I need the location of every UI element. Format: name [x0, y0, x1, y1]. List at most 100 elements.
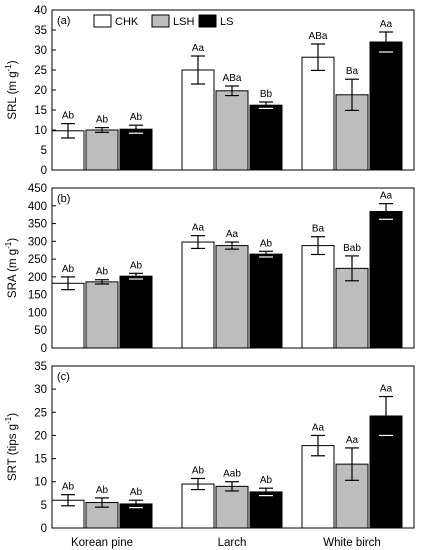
y-tick-label: 30	[34, 45, 47, 57]
panel-label: (a)	[57, 15, 70, 27]
significance-label: Ab	[130, 112, 143, 123]
y-axis-title-sup: -1	[4, 241, 13, 249]
bar-ls	[369, 210, 403, 349]
y-axis-title-sup: -1	[4, 416, 13, 424]
panel-b: 0 50 100 150 200 250 300 350 400 450 SRA (m g-1) (b…	[4, 183, 415, 355]
y-tick-label: 0	[41, 165, 47, 177]
y-axis-title-unit: (m g	[7, 249, 19, 272]
bar-chk	[301, 56, 335, 171]
bar-lsh	[85, 129, 119, 171]
panel-a: 0 5 10 15 20 25 30 35 40 SRL (m g-1) (a) Ab Aa ABa Ab A…	[4, 5, 415, 177]
y-axis-title-sup: -1	[4, 64, 13, 72]
y-tick-label: 25	[34, 65, 47, 77]
significance-label: Aa	[346, 435, 359, 446]
y-axis-title: SRA (m g-1)	[4, 238, 19, 298]
significance-label: Aa	[380, 19, 393, 30]
bar-lsh	[215, 485, 249, 529]
panel-label: (b)	[57, 193, 70, 205]
significance-label: Ab	[260, 238, 273, 249]
bar-ls	[249, 104, 283, 171]
y-tick-label: 100	[28, 307, 47, 319]
bar-chk	[181, 241, 215, 349]
x-category-label: Larch	[218, 537, 247, 549]
y-axis-title-main: SRT	[7, 458, 19, 481]
y-tick-label: 200	[28, 272, 47, 284]
significance-label: Ab	[260, 475, 273, 486]
significance-label: Ab	[192, 465, 205, 476]
significance-label: Ba	[312, 224, 325, 235]
y-tick-label: 30	[34, 384, 47, 396]
y-tick-label: 300	[28, 236, 47, 248]
significance-label: Aa	[192, 43, 205, 54]
y-tick-label: 350	[28, 219, 47, 231]
y-tick-label: 400	[28, 201, 47, 213]
significance-label: Ab	[62, 482, 75, 493]
y-tick-label: 20	[34, 85, 47, 97]
significance-label: Aa	[380, 384, 393, 395]
bar-chk	[301, 445, 335, 529]
y-tick-label: 10	[34, 125, 47, 137]
significance-label: Ab	[62, 264, 75, 275]
bar-ls	[119, 128, 153, 171]
significance-label: Bab	[343, 243, 361, 254]
legend-swatch-ls	[198, 14, 217, 28]
significance-label: Ab	[96, 267, 109, 278]
y-tick-label: 50	[34, 325, 47, 337]
legend-label-lsh: LSH	[173, 16, 194, 28]
legend-label-chk: CHK	[115, 16, 139, 28]
significance-label: Aa	[226, 229, 239, 240]
y-axis-title: SRL (m g-1)	[4, 60, 19, 119]
bar-lsh	[215, 90, 249, 171]
x-category-label: White birch	[323, 537, 381, 549]
y-axis-title-main: SRA	[7, 274, 19, 298]
y-tick-label: 20	[34, 430, 47, 442]
significance-label: Aa	[192, 223, 205, 234]
y-tick-label: 35	[34, 25, 47, 37]
y-tick-label: 0	[41, 523, 47, 535]
y-axis-title-close: )	[7, 238, 19, 242]
significance-label: Aa	[380, 191, 393, 202]
bar-chk	[51, 282, 85, 349]
bar-ls	[119, 275, 153, 349]
legend: CHK LSH LS	[93, 14, 233, 28]
panel-label: (c)	[57, 371, 70, 383]
significance-label: Ab	[96, 115, 109, 126]
y-axis-title: SRT (tips g-1)	[4, 413, 19, 481]
y-tick-label: 450	[28, 183, 47, 195]
y-tick-label: 5	[41, 145, 47, 157]
legend-swatch-lsh	[151, 14, 170, 28]
panel-c: 0 5 10 15 20 25 30 35 SRT (tips g-1) (c) Ab Ab Aa Ab A…	[4, 361, 415, 549]
bar-ls	[249, 491, 283, 529]
significance-label: Aa	[312, 422, 325, 433]
y-tick-label: 5	[41, 500, 47, 512]
y-axis-title-unit: (m g	[7, 71, 19, 94]
legend-swatch-chk	[93, 14, 112, 28]
y-tick-label: 0	[41, 343, 47, 355]
significance-label: ABa	[309, 31, 328, 42]
y-axis-title-unit: (tips g	[7, 424, 19, 455]
bar-ls	[369, 41, 403, 171]
y-tick-label: 150	[28, 290, 47, 302]
legend-label-ls: LS	[220, 16, 233, 28]
significance-label: Ab	[130, 487, 143, 498]
y-tick-label: 25	[34, 407, 47, 419]
y-tick-label: 250	[28, 254, 47, 266]
significance-label: ABa	[223, 73, 242, 84]
bar-ls	[249, 253, 283, 349]
bar-chk	[301, 245, 335, 349]
bar-lsh	[85, 281, 119, 349]
bar-chk	[181, 483, 215, 529]
bar-chk	[181, 69, 215, 171]
bar-lsh	[215, 245, 249, 349]
significance-label: Ab	[96, 485, 109, 496]
significance-label: Ba	[346, 66, 359, 77]
y-axis-title-close: )	[7, 60, 19, 64]
significance-label: Bb	[260, 89, 273, 100]
y-tick-label: 40	[34, 5, 47, 17]
x-category-label: Korean pine	[71, 537, 133, 549]
y-tick-label: 10	[34, 477, 47, 489]
y-tick-label: 35	[34, 361, 47, 373]
y-tick-label: 15	[34, 454, 47, 466]
y-tick-label: 15	[34, 105, 47, 117]
